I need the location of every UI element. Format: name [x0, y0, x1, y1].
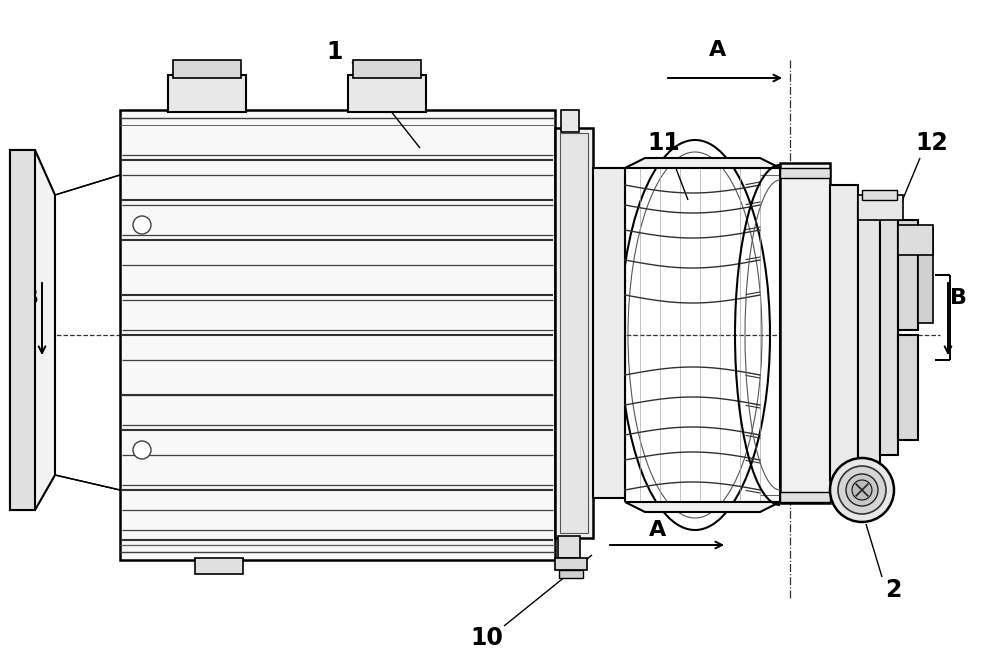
Circle shape [830, 458, 894, 522]
Bar [593, 168, 625, 498]
Bar [195, 558, 243, 574]
Bar [858, 195, 903, 220]
Bar [168, 75, 246, 112]
Bar [120, 110, 555, 560]
Bar [898, 225, 933, 255]
Text: 1: 1 [327, 40, 343, 64]
Bar [898, 335, 918, 440]
Text: B: B [950, 288, 966, 308]
Bar [555, 128, 593, 538]
Circle shape [133, 216, 151, 234]
Bar [830, 185, 858, 480]
Text: 12: 12 [916, 131, 948, 155]
Polygon shape [625, 502, 780, 512]
Bar [559, 570, 583, 578]
Bar [560, 133, 588, 533]
Bar [780, 492, 830, 502]
Circle shape [852, 480, 872, 500]
Text: A: A [649, 520, 667, 540]
Bar [558, 536, 580, 558]
Circle shape [133, 441, 151, 459]
Polygon shape [10, 150, 35, 510]
Bar [780, 168, 830, 178]
Text: 2: 2 [885, 578, 901, 602]
Polygon shape [625, 158, 780, 168]
Bar [880, 210, 898, 455]
Bar [898, 220, 918, 330]
Circle shape [838, 466, 886, 514]
Text: 10: 10 [471, 626, 503, 650]
Bar [348, 75, 426, 112]
Bar [353, 60, 421, 78]
Circle shape [846, 474, 878, 506]
Polygon shape [10, 150, 55, 510]
Bar [173, 60, 241, 78]
Bar [561, 110, 579, 132]
Text: B: B [22, 288, 38, 308]
Bar [918, 228, 933, 323]
Bar [858, 200, 880, 465]
Bar [780, 163, 830, 503]
Bar [555, 558, 587, 570]
Text: A: A [709, 40, 727, 60]
Bar [862, 190, 897, 200]
Text: 11: 11 [648, 131, 680, 155]
